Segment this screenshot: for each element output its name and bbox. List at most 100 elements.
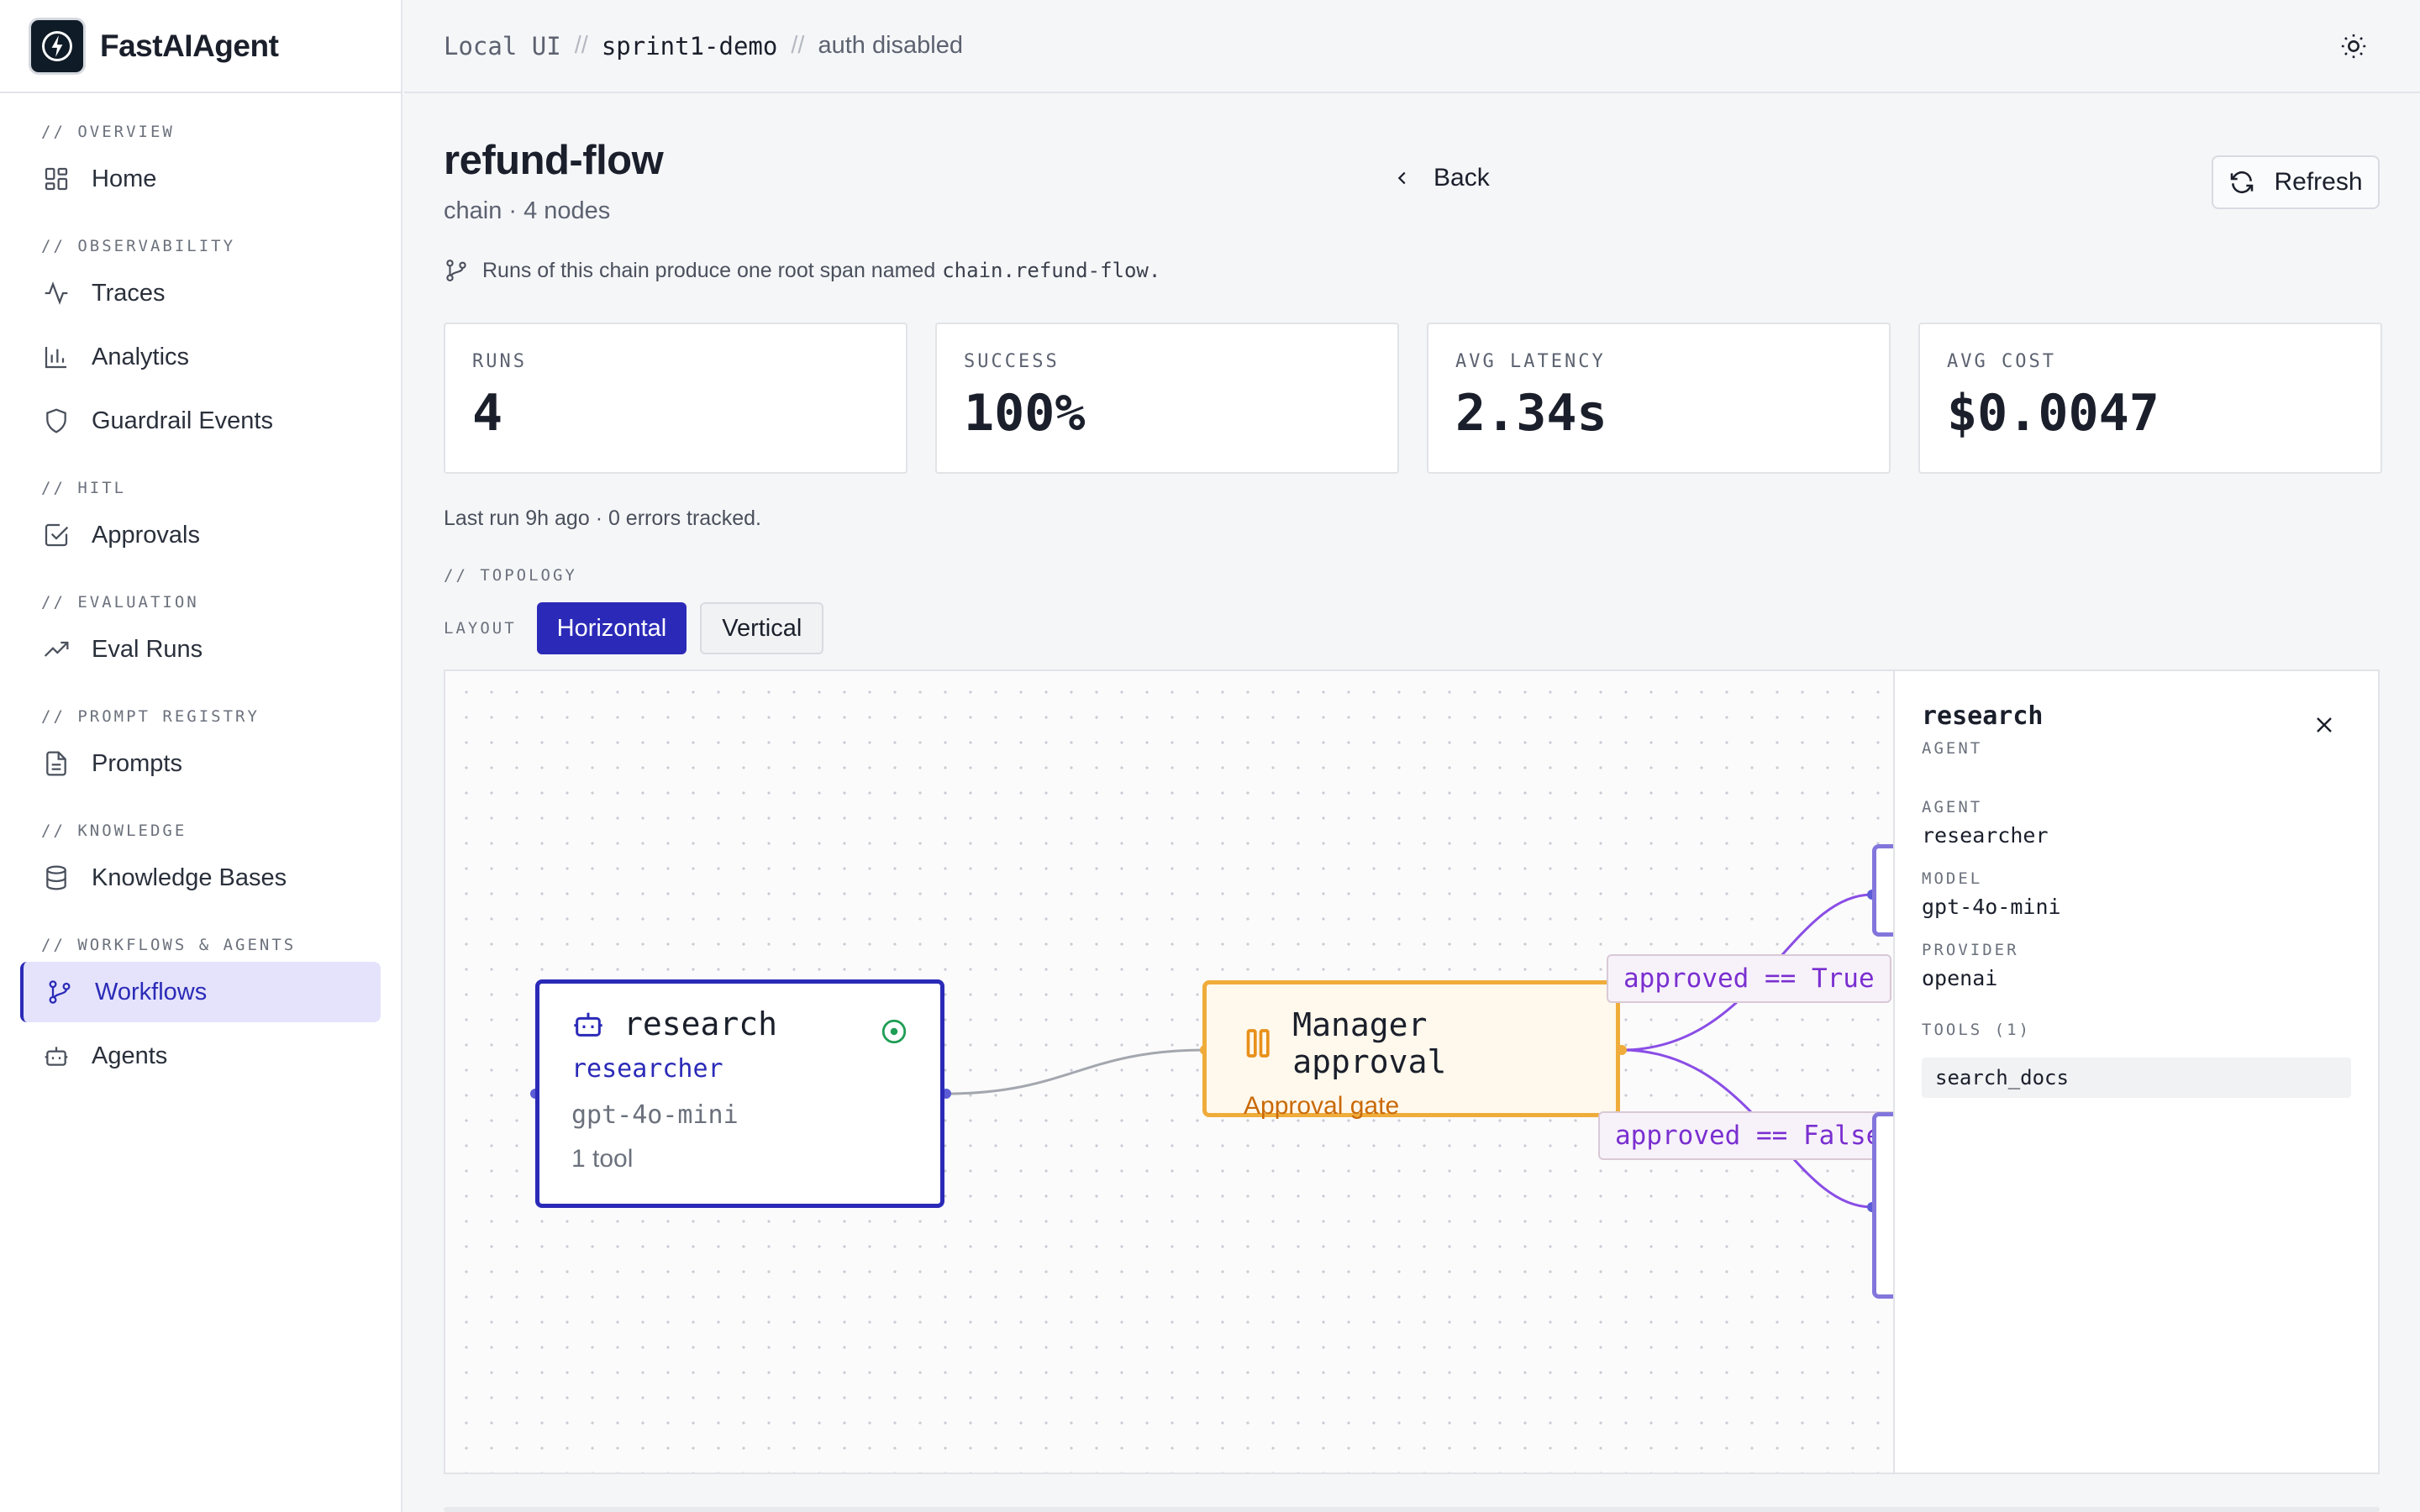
node-name: Manager approval [1292,1006,1447,1080]
bottom-divider [444,1507,2380,1512]
edge-label-false[interactable]: approved == False [1598,1111,1899,1160]
breadcrumb-project[interactable]: sprint1-demo [601,31,778,60]
bot-icon [574,1012,602,1037]
node-manager-approval[interactable]: Manager approval Approval gate [1202,980,1620,1120]
file-text-icon [46,751,66,776]
section-hitl: // HITL [41,479,127,497]
sidebar-item-knowledge-bases[interactable]: Knowledge Bases [20,848,381,908]
sidebar-item-prompts[interactable]: Prompts [20,733,381,794]
back-label: Back [1434,164,1490,192]
layout-toggle: LAYOUT Horizontal Vertical [444,602,837,654]
sidebar-item-label: Home [92,165,157,192]
note-code: chain.refund-flow. [942,259,1161,282]
close-icon[interactable] [2314,715,2334,735]
breadcrumb-root[interactable]: Local UI [444,31,561,60]
field-label: MODEL [1922,869,1983,888]
field-label: PROVIDER [1922,941,2019,959]
span-note: Runs of this chain produce one root span… [444,258,1160,283]
database-icon [46,865,66,890]
sidebar-item-guardrail-events[interactable]: Guardrail Events [20,391,381,451]
pause-icon [1246,1029,1270,1058]
sidebar-item-label: Guardrail Events [92,407,273,434]
topology-section-label: // TOPOLOGY [444,566,577,585]
stat-value: 4 [472,384,503,443]
sidebar-item-traces[interactable]: Traces [20,263,381,323]
breadcrumb: Local UI // sprint1-demo // auth disable… [404,0,2420,93]
sidebar-item-label: Agents [92,1042,168,1069]
stat-success: SUCCESS 100% [935,323,1399,474]
auth-status: auth disabled [818,32,963,59]
stat-value: $0.0047 [1947,384,2160,443]
page-title: refund-flow [444,138,664,183]
section-workflows-agents: // WORKFLOWS & AGENTS [41,936,297,954]
field-label: AGENT [1922,798,1983,816]
sidebar-item-label: Knowledge Bases [92,864,287,891]
section-prompt-registry: // PROMPT REGISTRY [41,707,260,726]
lightning-icon [29,17,86,75]
sidebar-nav: // OVERVIEW Home // OBSERVABILITY Traces… [0,93,401,1086]
panel-type: AGENT [1922,739,1983,758]
stat-avg-latency: AVG LATENCY 2.34s [1427,323,1891,474]
node-header: research [571,1005,907,1042]
sidebar-item-home[interactable]: Home [20,149,381,209]
sidebar-item-approvals[interactable]: Approvals [20,505,381,565]
topology-canvas[interactable]: research researcher gpt-4o-mini 1 tool M… [444,669,2380,1474]
sidebar-item-label: Workflows [95,978,208,1005]
stat-avg-cost: AVG COST $0.0047 [1918,323,2382,474]
brand[interactable]: FastAIAgent [0,0,401,93]
tool-chip: search_docs [1922,1058,2351,1098]
node-name: research [623,1005,778,1042]
node-tools: 1 tool [571,1145,634,1173]
tools-label: TOOLS (1) [1922,1021,2031,1039]
stats-row: RUNS 4 SUCCESS 100% AVG LATENCY 2.34s AV… [444,323,2382,474]
sidebar-item-analytics[interactable]: Analytics [20,327,381,387]
panel-title: research [1922,701,2044,731]
last-run-status: Last run 9h ago · 0 errors tracked. [444,507,761,530]
bar-chart-icon [45,347,66,369]
stat-label: RUNS [472,351,527,372]
sidebar-item-workflows[interactable]: Workflows [20,962,381,1022]
layout-horizontal-button[interactable]: Horizontal [536,602,687,654]
node-research[interactable]: research researcher gpt-4o-mini 1 tool [535,979,944,1208]
chevron-left-icon [1397,171,1406,185]
node-model: gpt-4o-mini [571,1100,739,1130]
layout-vertical-button[interactable]: Vertical [700,602,824,654]
refresh-icon [2231,171,2254,194]
stat-label: AVG COST [1947,351,2056,372]
app-name: FastAIAgent [100,28,279,63]
node-detail-panel: research AGENT AGENT researcher MODEL gp… [1893,671,2378,1473]
sidebar: FastAIAgent // OVERVIEW Home // OBSERVAB… [0,0,402,1512]
sidebar-item-eval-runs[interactable]: Eval Runs [20,619,381,680]
stat-runs: RUNS 4 [444,323,908,474]
field-value: openai [1922,966,1998,990]
note-text: Runs of this chain produce one root span… [482,258,936,282]
status-ok-icon [881,1019,907,1044]
stat-label: AVG LATENCY [1455,351,1606,372]
grid-icon [45,167,68,191]
shield-icon [46,408,66,433]
edge-research-approval [945,1048,1206,1095]
stat-value: 2.34s [1455,384,1607,443]
activity-icon [45,281,68,305]
back-button[interactable]: Back [1393,164,1490,192]
stat-label: SUCCESS [964,351,1060,372]
refresh-button[interactable]: Refresh [2212,155,2380,209]
field-value: researcher [1922,823,2049,848]
sidebar-item-label: Eval Runs [92,635,203,663]
sun-icon[interactable] [2339,32,2368,60]
section-knowledge: // KNOWLEDGE [41,822,187,840]
node-agent: researcher [571,1054,723,1084]
sidebar-item-label: Analytics [92,343,190,370]
edge-label-true[interactable]: approved == True [1607,954,1891,1003]
git-branch-icon [49,980,71,1004]
section-evaluation: // EVALUATION [41,593,199,612]
sidebar-item-agents[interactable]: Agents [20,1026,381,1086]
sidebar-item-label: Prompts [92,749,182,777]
layout-label: LAYOUT [444,619,517,638]
section-observability: // OBSERVABILITY [41,237,236,255]
sidebar-item-label: Traces [92,279,166,307]
field-value: gpt-4o-mini [1922,895,2061,919]
check-square-icon [45,523,69,547]
trending-up-icon [44,641,69,657]
node-header: Manager approval [1244,1006,1586,1080]
